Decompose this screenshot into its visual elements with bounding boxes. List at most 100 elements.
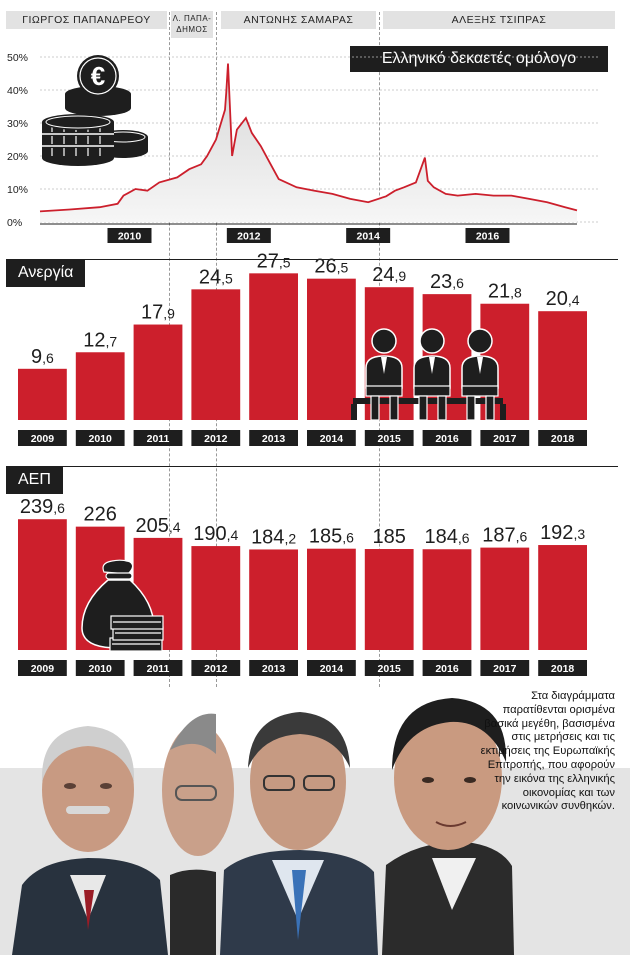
- bond-y-tick-label: 30%: [7, 118, 28, 130]
- unemployment-data-label: 24,9: [372, 264, 406, 286]
- gdp-section-rule: [6, 466, 618, 467]
- unemployment-data-label: 21,8: [488, 281, 522, 303]
- bond-x-tick-bg: [465, 228, 510, 243]
- unemployment-bar: [18, 368, 67, 420]
- unemployment-year-label: 2010: [89, 433, 113, 445]
- gdp-year-bg: [249, 660, 298, 676]
- gdp-year-bg: [191, 660, 241, 676]
- bond-y-axis: 50% 40% 30% 20% 10% 0%: [7, 52, 28, 229]
- bond-y-tick-label: 40%: [7, 85, 28, 97]
- unemployment-data-label: 24,5: [199, 266, 233, 288]
- unemployment-year-label: 2014: [320, 433, 344, 445]
- papandreou-portrait: [12, 726, 168, 955]
- gdp-data-label: 226: [84, 504, 117, 526]
- gdp-year-label: 2011: [147, 663, 170, 675]
- unemployment-year-bg: [249, 430, 298, 446]
- gdp-data-label: 205,4: [135, 515, 180, 537]
- svg-text:€: €: [91, 61, 105, 91]
- unemployment-bar: [538, 311, 587, 420]
- bond-x-tick-label: 2010: [118, 231, 142, 243]
- bond-x-tick-bg: [346, 228, 391, 243]
- gdp-year-label: 2012: [204, 663, 228, 675]
- gdp-data-label: 192,3: [540, 522, 585, 544]
- gdp-bar: [538, 545, 587, 650]
- unemployment-year-bg: [480, 430, 530, 446]
- era-label-samaras: ΑΝΤΩΝΗΣ ΣΑΜΑΡΑΣ: [221, 11, 376, 29]
- bond-area-fill: [40, 63, 577, 222]
- unemployment-year-label: 2012: [204, 433, 228, 445]
- gdp-bar: [480, 547, 530, 650]
- gdp-year-bg: [480, 660, 530, 676]
- unemployment-bar: [191, 289, 241, 420]
- unemployment-bar: [249, 273, 298, 420]
- era-label-tsipras: ΑΛΕΞΗΣ ΤΣΙΠΡΑΣ: [383, 11, 615, 29]
- unemployment-data-label: 9,6: [31, 346, 54, 368]
- gdp-year-labels: 2009 2010 2011 2012 2013 2014 2015 2016 2017 2018: [18, 660, 587, 676]
- bond-x-tick-bg: [226, 228, 271, 243]
- gdp-year-bg: [422, 660, 472, 676]
- gdp-data-label: 184,2: [251, 526, 296, 548]
- era-label-papademos: Λ. ΠΑΠΑ- ΔΗΜΟΣ: [171, 11, 213, 38]
- unemployment-year-label: 2009: [31, 433, 55, 445]
- gdp-year-label: 2009: [31, 663, 55, 675]
- unemployment-data-label: 17,9: [141, 302, 175, 324]
- era-label-papademos-line1: Λ. ΠΑΠΑ-: [172, 14, 212, 23]
- bond-x-tick-bg: [107, 228, 152, 243]
- unemployment-year-bg: [364, 430, 414, 446]
- unemployment-year-label: 2018: [551, 433, 575, 445]
- unemployment-year-bg: [307, 430, 356, 446]
- gdp-year-bg: [538, 660, 587, 676]
- bond-x-tick-label: 2016: [476, 231, 500, 243]
- unemployment-bar: [133, 324, 183, 420]
- gdp-year-label: 2018: [551, 663, 575, 675]
- bond-y-tick-label: 0%: [7, 217, 22, 229]
- unemployment-bars: 9,6 12,7 17,9 24,5 27,5 26,5 24,9 23,6 21,8 20,4: [18, 250, 587, 420]
- gdp-chart-title: ΑΕΠ: [6, 466, 63, 494]
- unemployment-data-label: 12,7: [83, 329, 117, 351]
- bond-y-tick-label: 50%: [7, 52, 28, 64]
- gdp-bar: [249, 549, 298, 650]
- era-label-papandreou: ΓΙΩΡΓΟΣ ΠΑΠΑΝΔΡΕΟΥ: [6, 11, 167, 29]
- unemployment-year-bg: [75, 430, 125, 446]
- unemployment-section-rule: [6, 259, 618, 260]
- unemployment-year-label: 2016: [435, 433, 459, 445]
- gdp-bar: [307, 548, 356, 650]
- gdp-data-label: 185: [373, 526, 406, 548]
- papademos-portrait: [162, 713, 234, 955]
- unemployment-year-bg: [422, 430, 472, 446]
- gdp-data-label: 185,6: [309, 526, 354, 548]
- gdp-year-bg: [307, 660, 356, 676]
- gdp-data-label: 190,4: [193, 523, 238, 545]
- gdp-bar: [18, 519, 67, 650]
- portraits-strip: [0, 698, 630, 955]
- unemployment-bar: [75, 352, 125, 420]
- gdp-year-label: 2016: [435, 663, 459, 675]
- euro-coins-icon: €: [42, 55, 148, 166]
- unemployment-year-label: 2015: [378, 433, 402, 445]
- unemployment-bar: [307, 278, 356, 420]
- unemployment-year-label: 2017: [493, 433, 517, 445]
- gdp-year-bg: [18, 660, 67, 676]
- gdp-bar: [191, 546, 241, 650]
- unemployment-year-bg: [133, 430, 183, 446]
- gdp-data-label: 187,6: [482, 525, 527, 547]
- unemployment-chart-title: Ανεργία: [6, 259, 86, 287]
- unemployment-data-label: 26,5: [314, 256, 348, 278]
- gdp-year-label: 2017: [493, 663, 517, 675]
- gdp-bar: [422, 549, 472, 650]
- money-bag-icon: [81, 559, 164, 652]
- unemployment-data-label: 20,4: [546, 288, 580, 310]
- gdp-year-bg: [364, 660, 414, 676]
- unemployment-data-label: 27,5: [257, 250, 291, 272]
- bond-x-tick-label: 2012: [237, 231, 261, 243]
- bond-x-tick-label: 2014: [356, 231, 380, 243]
- unemployment-year-labels: 2009 2010 2011 2012 2013 2014 2015 2016 2017 2018: [18, 430, 587, 446]
- gdp-year-label: 2014: [320, 663, 344, 675]
- unemployment-year-bg: [538, 430, 587, 446]
- gdp-year-label: 2015: [378, 663, 402, 675]
- bond-y-tick-label: 20%: [7, 151, 28, 163]
- unemployed-people-icon: [351, 328, 506, 421]
- gdp-year-bg: [133, 660, 183, 676]
- gdp-year-bg: [75, 660, 125, 676]
